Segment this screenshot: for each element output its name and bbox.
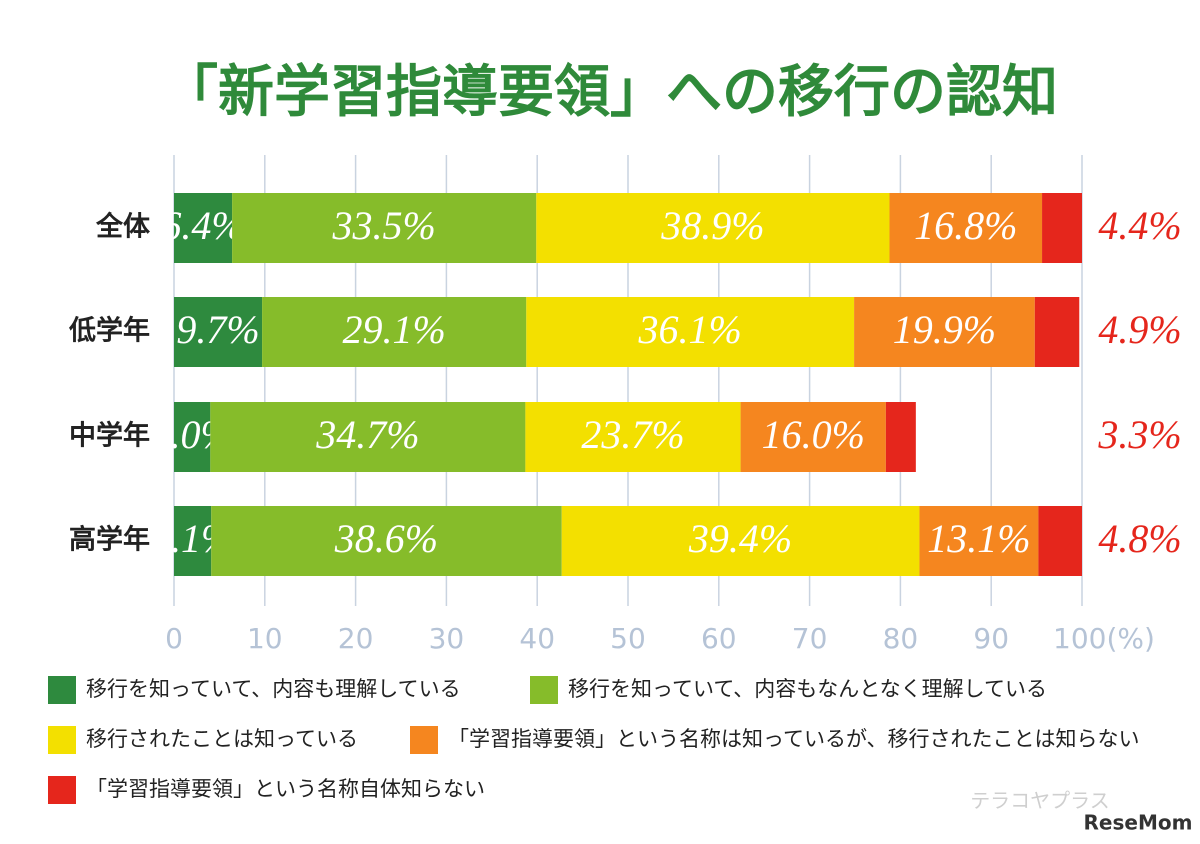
bar-segment [889,193,1043,263]
value-label: 4.8% [1098,516,1181,561]
bar-segment [1042,193,1082,263]
value-label: 16.8% [914,203,1017,248]
value-label: 6.4% [161,203,244,248]
value-label: 4.4% [1098,203,1181,248]
bar-segment [561,506,920,576]
x-tick-label: 50 [610,622,646,655]
value-label: 19.9% [893,307,996,352]
value-label: 38.6% [334,516,438,561]
value-label: 4.9% [1098,307,1181,352]
y-tick-label: 高学年 [69,524,150,556]
bar-segment [174,402,211,472]
value-label: 16.0% [762,412,865,457]
bar-segment [536,193,890,263]
y-tick-label: 低学年 [68,315,150,347]
legend-label: 移行を知っていて、内容も理解している [86,677,461,701]
y-tick-label: 全体 [95,211,151,243]
value-label: 38.9% [660,203,764,248]
bar-segment [525,402,741,472]
bar-segment [262,297,527,367]
legend-swatch [410,726,438,754]
x-tick-label: 60 [701,622,737,655]
watermark: ReseMom [1084,811,1193,835]
legend-label: 「学習指導要領」という名称自体知らない [86,777,485,801]
value-label: 3.3% [1097,412,1181,457]
bar-segment [919,506,1039,576]
legend-swatch [48,776,76,804]
x-tick-label: 10 [247,622,283,655]
legend-label: 移行されたことは知っている [86,727,358,751]
x-tick-label: 0 [165,622,183,655]
value-label: 34.7% [315,412,419,457]
x-tick-label: 20 [338,622,374,655]
bar-segment [174,506,212,576]
x-tick-label: 80 [883,622,919,655]
bar-segment [526,297,855,367]
bar-segment [885,402,916,472]
legend-swatch [48,726,76,754]
value-label: 36.1% [638,307,742,352]
bar-segment [174,297,263,367]
bar-segment [1034,297,1080,367]
bar-segment [174,193,233,263]
value-label: 9.7% [176,307,259,352]
bar-segment [1038,506,1082,576]
bar-segment [740,402,886,472]
x-tick-label: 40 [519,622,555,655]
watermark: テラコヤプラス [970,789,1110,813]
x-tick-label: 100(%) [1053,622,1155,655]
value-label: 13.1% [927,516,1030,561]
value-label: 29.1% [343,307,446,352]
bar-segment [232,193,537,263]
chart-title: 「新学習指導要領」への移行の認知 [162,60,1058,125]
value-label: 39.4% [688,516,792,561]
bar-segment [854,297,1035,367]
value-label: 33.5% [332,203,436,248]
legend-label: 移行を知っていて、内容もなんとなく理解している [568,677,1047,701]
value-label: 23.7% [581,412,684,457]
legend-swatch [48,676,76,704]
x-tick-label: 90 [973,622,1009,655]
legend-swatch [530,676,558,704]
legend-label: 「学習指導要領」という名称は知っているが、移行されたことは知らない [448,727,1140,751]
x-tick-label: 70 [792,622,828,655]
x-tick-label: 30 [429,622,465,655]
bar-segment [211,506,562,576]
bar-segment [210,402,526,472]
y-tick-label: 中学年 [69,420,150,452]
